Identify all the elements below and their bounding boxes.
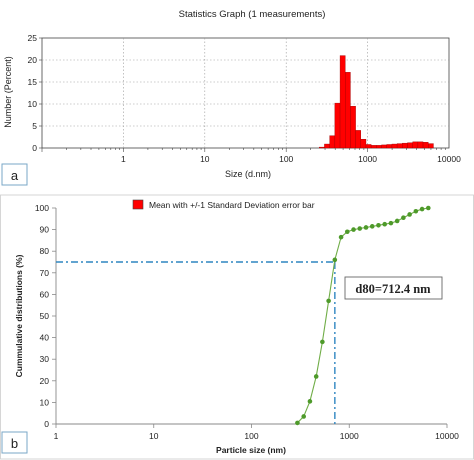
- chart-b-x-tick-label: 100: [244, 431, 258, 441]
- chart-b-x-tick-label: 10: [149, 431, 159, 441]
- chart-a-x-tick-label: 10000: [437, 154, 461, 164]
- chart-a-bar: [386, 144, 393, 149]
- chart-b-point: [295, 420, 300, 426]
- chart-b-frame: [0, 194, 474, 460]
- panel-b-label: b: [11, 436, 18, 451]
- chart-a-bar: [391, 143, 398, 149]
- chart-a-bar: [339, 55, 346, 149]
- chart-a-bar: [381, 144, 387, 149]
- chart-a-bar: [376, 145, 382, 149]
- chart-a-y-tick-label: 15: [28, 77, 38, 87]
- chart-b-y-tick-label: 90: [40, 225, 50, 235]
- chart-b-x-tick-label: 1000: [340, 431, 359, 441]
- chart-a-y-axis-label: Number (Percent): [3, 56, 13, 128]
- chart-b-point: [313, 374, 319, 379]
- chart-a-y-tick-label: 25: [28, 33, 38, 43]
- chart-a-bar: [334, 102, 341, 149]
- chart-a-y-ticks: 0 5 10 15 20 25: [28, 33, 42, 153]
- chart-b-x-tick-label: 10000: [435, 431, 459, 441]
- chart-a-bar: [355, 130, 361, 149]
- chart-a-x-tick-label: 10: [200, 154, 210, 164]
- chart-b-x-axis-label: Particle size (nm): [216, 445, 286, 455]
- chart-a-bar: [365, 144, 372, 149]
- chart-a-bar: [417, 141, 424, 149]
- chart-b-y-tick-label: 100: [35, 203, 49, 213]
- chart-b-point: [357, 226, 363, 231]
- chart-b-y-ticks: 0 10 20 30 40 50 60 70 80 90 100: [35, 203, 56, 429]
- chart-a-title: Statistics Graph (1 measurements): [179, 9, 326, 20]
- chart-a-bar: [350, 105, 356, 149]
- chart-b-y-tick-label: 40: [40, 333, 50, 343]
- chart-b-y-tick-label: 50: [40, 311, 50, 321]
- chart-a-bar: [396, 143, 403, 149]
- chart-b-y-tick-label: 30: [40, 354, 50, 364]
- chart-a-bar: [402, 142, 408, 149]
- chart-b-series-line: [297, 207, 429, 424]
- chart-b-point: [338, 234, 344, 240]
- chart-a-grid: [42, 38, 449, 148]
- chart-a-bar: [412, 141, 419, 149]
- chart-a-x-tick-label: 1000: [358, 154, 377, 164]
- chart-b-y-tick-label: 0: [44, 419, 49, 429]
- chart-b-point: [413, 208, 419, 214]
- chart-b-point: [320, 339, 325, 345]
- chart-b-x-ticks: 1 10 100 1000 10000: [54, 424, 459, 441]
- chart-a-x-tick-label: 1: [121, 154, 126, 164]
- chart-a-bar: [360, 138, 367, 149]
- chart-b-point: [369, 224, 375, 229]
- chart-b-point: [407, 212, 412, 217]
- d80-guides: [56, 261, 336, 424]
- chart-b-y-tick-label: 70: [40, 268, 50, 278]
- panel-b: 1 10 100 1000 10000 0 10 20 30 40 50 60 70 80 90 100 d…: [0, 194, 474, 460]
- chart-a-plot-frame: [41, 37, 450, 149]
- chart-b-point: [401, 215, 406, 221]
- chart-a-bar: [370, 145, 377, 149]
- chart-a-y-tick-label: 5: [32, 121, 37, 131]
- chart-a-bar: [319, 146, 325, 149]
- d80-annotation-label: d80=712.4 nm: [355, 282, 431, 296]
- chart-b-point: [382, 221, 388, 227]
- chart-b-point: [363, 225, 369, 230]
- chart-a-bar: [428, 143, 434, 149]
- chart-b-point: [307, 399, 313, 404]
- chart-b-point: [426, 205, 431, 211]
- chart-b-point: [332, 257, 338, 263]
- chart-b-y-tick-label: 80: [40, 246, 50, 256]
- panel-a-label: a: [11, 168, 19, 183]
- chart-b-point: [394, 218, 400, 224]
- chart-a-x-ticks: 1 10 100 1000 10000: [41, 148, 461, 164]
- chart-a-bar: [422, 142, 429, 149]
- chart-a-bar: [329, 135, 336, 149]
- chart-b-point: [388, 220, 394, 226]
- chart-a-x-axis-label: Size (d.nm): [225, 169, 271, 179]
- chart-b-point: [376, 222, 381, 228]
- panel-a: Statistics Graph (1 measurements) 1 10 100…: [1, 9, 461, 210]
- legend-label: Mean with +/-1 Standard Deviation error …: [149, 200, 315, 210]
- panel-a-label-box: [1, 163, 28, 186]
- chart-b-y-axis-label: Cummulative distributions (%): [14, 254, 24, 377]
- d80-annotation-box: [344, 276, 443, 300]
- legend-swatch: [132, 199, 144, 210]
- chart-b-point: [326, 298, 331, 304]
- chart-b-point: [301, 414, 307, 419]
- chart-b-y-tick-label: 20: [40, 376, 50, 386]
- chart-a-y-tick-label: 20: [28, 55, 38, 65]
- chart-b-x-tick-label: 1: [54, 431, 59, 441]
- chart-b-axes: [55, 208, 447, 425]
- chart-a-bar: [407, 142, 413, 149]
- chart-b-point: [344, 229, 350, 235]
- chart-a-y-tick-label: 10: [28, 99, 38, 109]
- chart-a-bar: [324, 143, 330, 149]
- chart-a-bar: [345, 72, 351, 149]
- chart-b-y-tick-label: 60: [40, 289, 50, 299]
- chart-b-series: [295, 205, 431, 426]
- chart-a-x-tick-label: 100: [279, 154, 293, 164]
- chart-b-y-tick-label: 10: [40, 397, 50, 407]
- chart-b-point: [351, 227, 356, 232]
- chart-b-point: [419, 206, 425, 212]
- chart-a-y-tick-label: 0: [32, 143, 37, 153]
- chart-a-bars: [319, 55, 434, 149]
- panel-b-label-box: [1, 431, 28, 454]
